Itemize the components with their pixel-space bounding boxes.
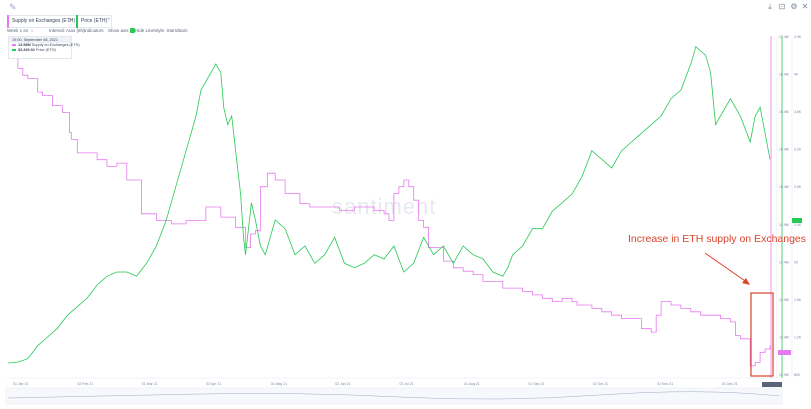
supply-tick-label: 14.9M: [779, 223, 789, 227]
close-icon[interactable]: ✕: [801, 2, 809, 11]
price-axis-ticks: 4.4K 4K 3.6K 3.2K 2.8K 2.4K 2K 1.6K 1.2K 800: [794, 35, 802, 377]
x-tick-label: 01 Dec 21: [722, 382, 738, 386]
week-select[interactable]: Week 1 ex: [7, 28, 29, 33]
x-tick-label: 02 Feb 21: [77, 382, 93, 386]
price-tick-label: 2K: [794, 260, 799, 264]
price-line-path: [7, 45, 771, 364]
x-tick-label: 02 Jun 21: [335, 382, 350, 386]
tooltip-value: 13.98M: [18, 43, 31, 47]
add-metric-button[interactable]: +: [107, 17, 111, 23]
watermark: santiment: [332, 194, 436, 219]
tooltip-label: Price (ETH): [35, 48, 56, 52]
tooltip-label: Supply on Exchanges (ETH): [31, 43, 80, 47]
annotation-arrowhead: [742, 278, 750, 285]
range-navigator[interactable]: [5, 387, 783, 405]
navigator-handle[interactable]: [762, 382, 782, 387]
price-tick-label: 800: [794, 373, 800, 377]
annotation-highlight-box: [750, 292, 774, 377]
tooltip-date: 19:00, September 08, 2021: [9, 37, 71, 43]
settings-gear-icon[interactable]: ⚙: [790, 2, 798, 11]
metric-label: Price (ETH): [81, 18, 108, 24]
hover-tooltip: 19:00, September 08, 2021 13.98M Supply …: [8, 36, 80, 59]
metric-label: Supply on Exchanges (ETH): [12, 18, 76, 24]
navigator-preview-line: [7, 391, 781, 400]
x-tick-label: 01 Mar 21: [142, 382, 158, 386]
supply-tick-label: 17.4M: [779, 35, 789, 39]
price-tick-label: 1.6K: [794, 298, 802, 302]
supply-line-path: [8, 57, 771, 367]
download-icon[interactable]: ⤓: [768, 2, 772, 11]
checkbox-icon[interactable]: [129, 28, 135, 34]
price-tick-label: 2.4K: [794, 223, 802, 227]
supply-series-line: [8, 57, 771, 367]
x-tick-label: 02 Apr 21: [206, 382, 221, 386]
edit-pencil-icon[interactable]: ✎: [9, 2, 17, 12]
price-tick-label: 3.2K: [794, 148, 802, 152]
price-tick-label: 1.2K: [794, 335, 802, 339]
supply-value-badge: [778, 350, 791, 355]
supply-axis-ticks: 17.4M 16.9M 16.4M 15.9M 15.4M 14.9M 14.4M 13.9M…: [779, 35, 789, 377]
tooltip-row-supply: 13.98M Supply on Exchanges (ETH): [9, 43, 80, 48]
supply-tick-label: 15.4M: [779, 185, 789, 189]
x-tick-label: 01 Nov 21: [657, 382, 673, 386]
tooltip-row-price: $3,499.92 Price (ETH): [9, 48, 71, 53]
show-axis-label: Show axis: [108, 28, 129, 33]
price-tick-label: 4K: [794, 73, 799, 77]
supply-tick-label: 16.9M: [779, 73, 789, 77]
x-tick-label: 01 Aug 21: [464, 382, 480, 386]
legend-swatch: [12, 49, 16, 51]
price-tick-label: 2.8K: [794, 185, 802, 189]
price-value-badge: [792, 218, 802, 223]
annotation-label: Increase in ETH supply on Exchanges: [628, 233, 807, 245]
embed-icon[interactable]: ⊡: [778, 2, 786, 11]
legend-swatch: [12, 44, 16, 46]
metric-color-bar: [7, 15, 9, 28]
supply-tick-label: 12.9M: [779, 373, 789, 377]
supply-tick-label: 14.4M: [779, 260, 789, 264]
price-tick-label: 4.4K: [794, 35, 802, 39]
x-tick-label: 01 Jul 21: [400, 382, 414, 386]
x-tick-label: 01 May 21: [271, 382, 287, 386]
supply-tick-label: 16.4M: [779, 110, 789, 114]
annotation-arrow: [704, 252, 749, 284]
x-axis-ticks: 01 Jan 21 02 Feb 21 01 Mar 21 02 Apr 21 01 M…: [13, 382, 738, 386]
x-tick-label: 01 Sep 21: [528, 382, 544, 386]
metric-chip-price[interactable]: Price (ETH): [76, 15, 113, 28]
show-axis-toggle[interactable]: Show axis: [108, 27, 136, 34]
x-tick-label: 02 Oct 21: [593, 382, 608, 386]
price-tick-label: 3.6K: [794, 110, 802, 114]
supply-tick-label: 13.9M: [779, 298, 789, 302]
interval-select[interactable]: Interval: Auto (6h): [49, 28, 85, 33]
supply-tick-label: 13.4M: [779, 335, 789, 339]
x-tick-label: 01 Jan 21: [13, 382, 28, 386]
sync-icon[interactable]: ◐: [31, 28, 34, 33]
metric-color-bar: [76, 15, 78, 28]
line-style-select[interactable]: Hide LineStyle: Stars/Bars: [135, 28, 188, 33]
remove-metric-icon[interactable]: ⚙: [67, 18, 73, 24]
price-series-line: [7, 45, 771, 364]
tooltip-value: $3,499.92: [18, 48, 35, 52]
indicators-button[interactable]: Indicators: [84, 28, 104, 33]
supply-tick-label: 15.9M: [779, 148, 789, 152]
